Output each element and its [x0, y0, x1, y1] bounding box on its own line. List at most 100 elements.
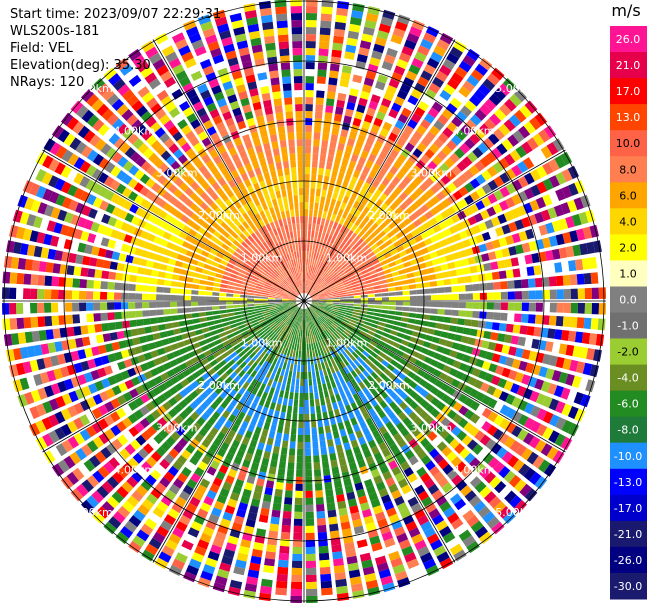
velocity-gate	[150, 244, 159, 253]
velocity-gate	[48, 191, 60, 204]
velocity-gate	[500, 302, 508, 311]
velocity-gate	[371, 50, 383, 60]
velocity-gate	[306, 588, 318, 596]
velocity-gate	[296, 343, 300, 351]
velocity-gate	[320, 315, 327, 321]
velocity-gate	[464, 138, 476, 150]
velocity-gate	[497, 378, 507, 389]
velocity-gate	[470, 520, 484, 533]
velocity-gate	[423, 301, 431, 307]
velocity-gate	[316, 217, 322, 225]
velocity-gate	[54, 162, 66, 175]
velocity-gate	[534, 212, 545, 224]
velocity-gate	[283, 306, 291, 310]
velocity-gate	[277, 126, 286, 134]
velocity-gate	[467, 256, 476, 265]
velocity-gate	[276, 292, 283, 296]
velocity-gate	[333, 238, 340, 246]
velocity-gate	[289, 267, 294, 275]
velocity-gate	[106, 476, 119, 489]
velocity-gate	[132, 535, 146, 548]
velocity-gate	[294, 392, 299, 400]
velocity-gate	[457, 276, 465, 284]
velocity-gate	[548, 315, 557, 326]
velocity-gate	[241, 156, 250, 166]
velocity-gate	[317, 210, 323, 218]
velocity-gate	[361, 361, 369, 369]
velocity-gate	[590, 318, 599, 330]
velocity-gate	[418, 171, 428, 181]
velocity-gate	[370, 243, 379, 251]
velocity-gate	[38, 261, 47, 272]
velocity-gate	[103, 461, 115, 474]
velocity-gate	[121, 109, 134, 121]
velocity-gate	[87, 268, 96, 278]
velocity-gate	[270, 372, 276, 381]
velocity-gate	[177, 288, 185, 294]
velocity-gate	[239, 269, 247, 275]
velocity-gate	[135, 293, 143, 300]
velocity-gate	[297, 441, 303, 449]
velocity-gate	[194, 396, 204, 405]
velocity-gate	[233, 566, 246, 576]
velocity-gate	[373, 262, 382, 269]
velocity-gate	[304, 159, 311, 168]
velocity-gate	[305, 476, 313, 484]
velocity-gate	[254, 346, 261, 354]
velocity-gate	[148, 52, 162, 65]
velocity-gate	[267, 378, 273, 387]
velocity-gate	[430, 184, 440, 194]
velocity-gate	[385, 273, 393, 279]
velocity-gate	[153, 433, 164, 445]
velocity-gate	[365, 12, 379, 23]
velocity-gate	[419, 193, 430, 203]
velocity-gate	[212, 351, 221, 359]
velocity-gate	[251, 387, 259, 396]
velocity-gate	[493, 302, 501, 310]
velocity-gate	[95, 334, 105, 344]
velocity-gate	[290, 304, 297, 308]
velocity-gate	[358, 364, 366, 373]
velocity-gate	[154, 482, 167, 494]
velocity-gate	[452, 401, 463, 412]
velocity-gate	[411, 264, 420, 271]
velocity-gate	[343, 478, 352, 487]
velocity-gate	[251, 206, 259, 215]
velocity-gate	[426, 227, 436, 237]
velocity-gate	[350, 224, 358, 232]
velocity-gate	[515, 444, 527, 457]
velocity-gate	[259, 585, 272, 595]
velocity-gate	[548, 430, 560, 444]
velocity-gate	[414, 51, 427, 63]
velocity-gate	[549, 302, 557, 313]
velocity-gate	[314, 363, 319, 371]
velocity-gate	[540, 380, 551, 393]
velocity-gate	[205, 377, 215, 386]
velocity-gate	[463, 207, 473, 217]
velocity-gate	[270, 341, 277, 349]
velocity-gate	[250, 37, 262, 47]
velocity-gate	[151, 409, 161, 420]
velocity-gate	[194, 433, 204, 443]
velocity-gate	[291, 378, 296, 386]
velocity-gate	[451, 309, 459, 317]
velocity-gate	[370, 147, 380, 157]
velocity-gate	[290, 160, 297, 168]
velocity-gate	[417, 241, 426, 249]
velocity-gate	[375, 251, 384, 258]
velocity-gate	[569, 359, 579, 372]
velocity-gate	[276, 290, 284, 295]
velocity-gate	[236, 259, 245, 266]
velocity-gate	[86, 279, 94, 289]
velocity-gate	[399, 191, 408, 201]
velocity-gate	[436, 248, 445, 257]
velocity-gate	[290, 434, 297, 442]
velocity-gate	[85, 164, 97, 177]
velocity-gate	[76, 105, 89, 119]
velocity-gate	[185, 444, 196, 454]
velocity-gate	[322, 225, 328, 234]
velocity-gate	[354, 482, 364, 491]
velocity-gate	[130, 356, 140, 366]
velocity-gate	[213, 138, 223, 148]
velocity-gate	[477, 83, 491, 97]
